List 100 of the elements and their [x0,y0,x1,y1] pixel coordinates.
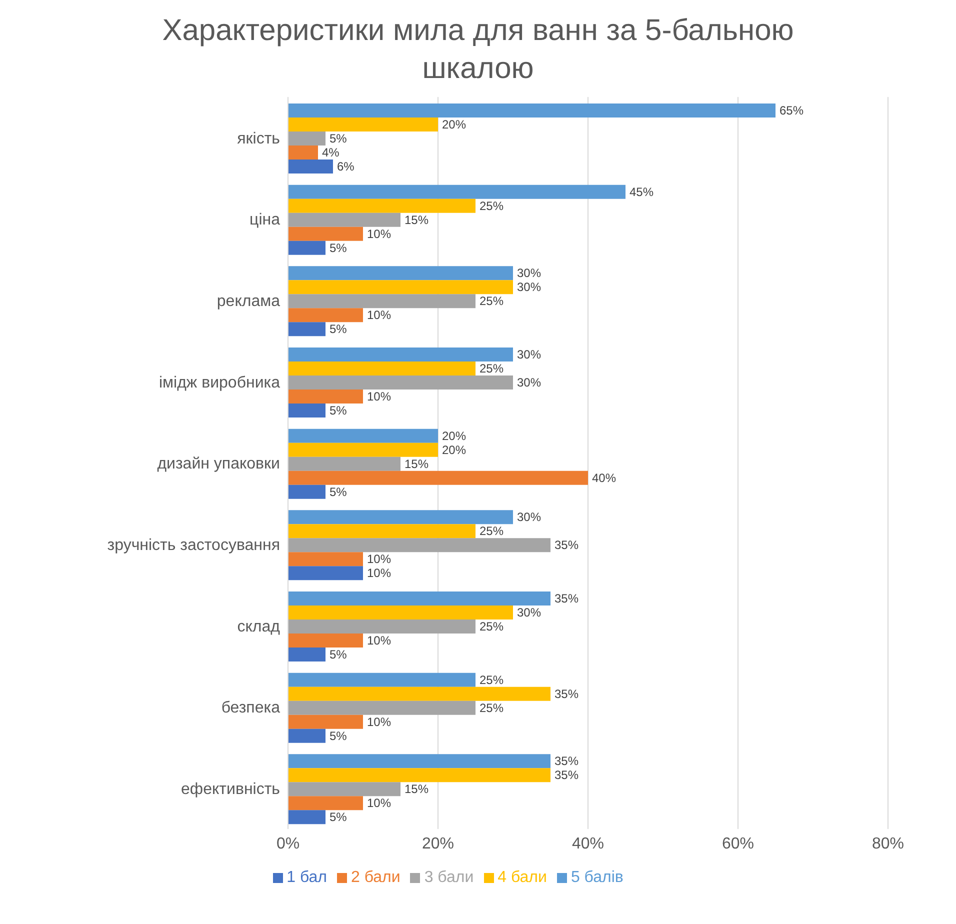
y-tick-label: безпека [221,700,280,717]
legend-label: 5 балів [570,869,624,886]
bar [288,634,363,648]
bar [288,686,550,701]
data-label: 5% [330,728,348,743]
bar [288,552,363,566]
data-label: 10% [367,566,392,580]
legend-label: 3 бали [424,869,474,886]
y-tick-label: імідж виробника [158,374,280,392]
bar [288,146,318,160]
x-tick-label: 80% [872,835,904,852]
legend-label: 4 бали [498,869,547,886]
chart-title: Характеристики мила для ванн за 5-бальною шкалою [161,13,795,87]
data-label: 25% [480,524,504,538]
data-label: 25% [480,294,504,308]
bar [288,484,326,499]
data-label: 4% [322,146,340,160]
data-label: 30% [517,266,542,280]
data-label: 15% [404,456,429,471]
data-label: 30% [517,510,542,524]
bar [288,510,513,524]
data-label: 30% [517,280,542,294]
bar [288,754,550,768]
data-label: 20% [442,118,466,132]
bar [288,592,550,606]
bar [288,566,363,580]
data-label: 5% [330,648,348,662]
bar [288,456,400,471]
data-label: 25% [480,700,504,715]
bar [288,198,476,213]
bar [288,810,326,824]
bar [288,672,476,687]
bar [288,240,326,255]
bar [288,768,550,782]
bar [288,470,588,485]
bar [288,376,513,390]
bar [288,266,513,280]
x-tick-label: 40% [572,835,604,852]
bar [288,714,363,729]
data-label: 30% [517,606,542,620]
data-label: 5% [330,484,348,499]
data-label: 20% [442,428,466,443]
data-label: 10% [367,714,392,729]
bar [288,620,476,634]
y-tick-label: ціна [250,212,280,229]
legend-label: 1 бал [286,869,327,886]
bar [288,404,326,418]
bar [288,104,776,118]
bar [288,796,363,810]
bar [288,538,550,552]
bar [288,294,476,308]
data-label: 10% [367,634,392,648]
data-label: 15% [404,782,429,796]
bar [288,362,476,376]
bar [288,348,513,362]
bar [288,212,400,227]
data-label: 25% [480,620,504,634]
bar [288,226,363,241]
bar [288,428,438,443]
data-label: 5% [330,240,348,255]
bar [288,308,363,322]
y-tick-label: дизайн упаковки [157,456,280,473]
bar [288,782,400,796]
data-label: 35% [554,592,579,606]
bar [288,700,476,715]
data-label: 10% [367,552,392,566]
data-label: 25% [480,362,504,376]
data-label: 65% [780,104,804,118]
data-label: 5% [330,810,348,824]
bar [288,280,513,294]
bar [288,160,333,174]
data-label: 25% [480,198,504,213]
data-label: 35% [554,754,579,768]
bar [288,118,438,132]
data-label: 35% [554,538,579,552]
data-label: 6% [337,160,355,174]
bar [288,132,326,146]
data-label: 35% [554,686,579,701]
data-label: 45% [630,184,654,199]
data-label: 10% [367,308,392,322]
bar [288,322,326,336]
bar [288,442,438,457]
data-label: 30% [517,348,542,362]
legend-label: 2 бали [351,869,400,886]
bar [288,648,326,662]
bar [288,390,363,404]
data-label: 25% [480,672,504,687]
x-tick-label: 20% [422,835,454,852]
data-label: 5% [330,132,348,146]
y-tick-label: якість [237,130,280,148]
data-label: 5% [330,322,348,336]
data-label: 15% [404,212,429,227]
data-label: 5% [330,404,348,418]
x-tick-label: 0% [276,835,300,852]
data-label: 10% [367,796,392,810]
data-label: 10% [367,390,392,404]
y-tick-label: реклама [216,293,280,310]
bar [288,606,513,620]
y-tick-label: ефективність [181,781,280,798]
data-label: 20% [442,442,466,457]
